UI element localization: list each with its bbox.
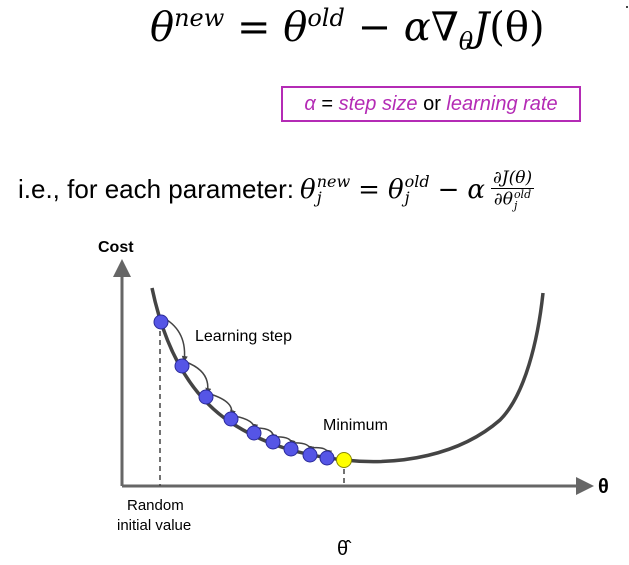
alpha-symbol: α — [304, 92, 316, 115]
step-point — [198, 389, 214, 405]
random-label-line1: Random — [127, 497, 184, 514]
equals-text: = — [315, 92, 339, 115]
theta-symbol: θ — [283, 4, 308, 51]
subscript-j: j — [316, 187, 322, 207]
partial-derivative-fraction: ∂J(θ) ∂θ old j — [490, 168, 535, 211]
theta-symbol: θ — [150, 4, 175, 51]
fraction-denominator: ∂θ old j — [492, 189, 533, 211]
subscript-j: j — [404, 187, 410, 207]
equals-sign: = — [237, 4, 271, 51]
parameter-update-formula: i.e., for each parameter: θ new j = θ ol… — [18, 168, 535, 211]
equals-sign: = — [358, 174, 380, 205]
minimum-point — [336, 452, 352, 468]
denominator-subscript-j: j — [513, 199, 518, 212]
parameter-update-lead-text: i.e., for each parameter: — [18, 174, 295, 204]
cost-function-j: J — [473, 4, 490, 51]
random-label-line2: initial value — [117, 517, 191, 534]
y-axis-label: Cost — [98, 239, 134, 256]
step-point — [246, 425, 262, 441]
denominator-partial-theta: ∂θ — [493, 189, 513, 210]
alpha-symbol: α — [403, 4, 431, 51]
gradient-steps — [153, 314, 335, 466]
learning-rate-text: learning rate — [446, 92, 558, 115]
theta-hat-label: θ̂ — [337, 538, 352, 560]
theta-symbol: θ — [387, 174, 404, 205]
sup-sub-stack: old j — [404, 171, 430, 207]
subscript-theta: θ — [458, 27, 474, 56]
alpha-symbol: α — [467, 174, 485, 205]
corner-dot — [626, 6, 628, 8]
step-point — [283, 441, 299, 457]
sup-sub-stack: new j — [316, 171, 351, 207]
theta-symbol: θ — [300, 174, 316, 205]
fraction-numerator: ∂J(θ) — [490, 168, 535, 189]
alpha-definition-box: α = step size or learning rate — [281, 86, 581, 122]
step-size-text: step size — [338, 92, 418, 115]
step-point — [174, 358, 190, 374]
x-axis-label: θ — [598, 476, 609, 498]
superscript-old: old — [404, 171, 430, 191]
step-point — [265, 434, 281, 450]
step-point — [319, 450, 335, 466]
function-argument: (θ) — [489, 4, 545, 51]
step-point — [223, 411, 239, 427]
minimum-label: Minimum — [323, 417, 388, 434]
minus-sign: − — [437, 174, 460, 205]
superscript-old: old — [307, 4, 345, 32]
superscript-new: new — [316, 171, 351, 191]
cost-curve — [150, 287, 545, 464]
step-point — [153, 314, 169, 330]
nabla-symbol: ∇ — [430, 4, 459, 51]
learning-step-label: Learning step — [195, 328, 292, 345]
or-text: or — [417, 92, 447, 115]
minus-sign: − — [357, 4, 392, 51]
main-update-formula: θnew = θold − α∇θJ(θ) — [150, 4, 545, 55]
superscript-new: new — [174, 4, 225, 32]
step-point — [302, 447, 318, 463]
denominator-superscript-old: old — [513, 188, 532, 201]
